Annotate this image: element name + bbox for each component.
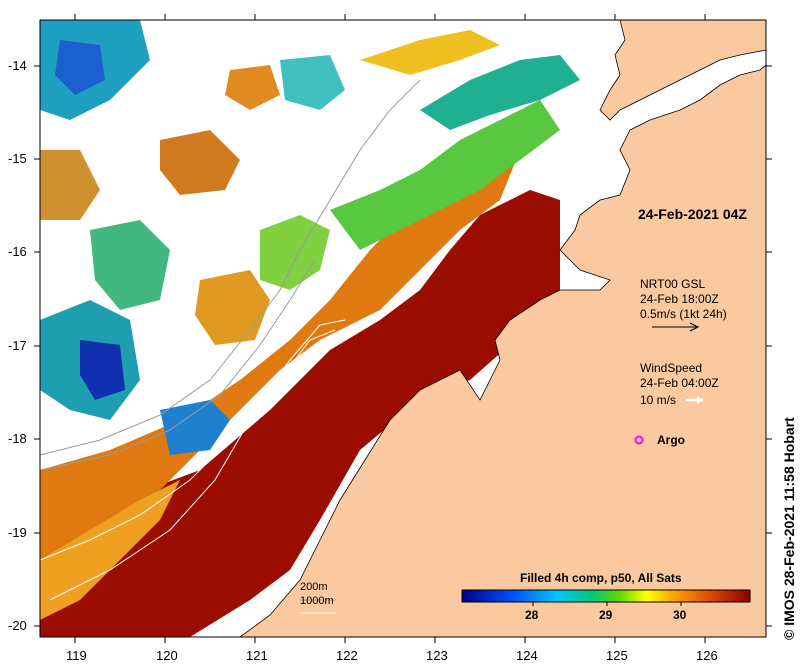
date-label: 24-Feb-2021 04Z — [638, 206, 747, 222]
y-tick-14: -14 — [8, 58, 27, 73]
colorbar-title: Filled 4h comp, p50, All Sats — [520, 571, 682, 585]
y-tick-16: -16 — [8, 244, 27, 259]
sst-field — [40, 20, 580, 637]
x-tick-123: 123 — [426, 648, 448, 663]
colorbar — [461, 589, 751, 603]
argo-label: Argo — [657, 433, 685, 447]
x-tick-124: 124 — [516, 648, 538, 663]
x-tick-121: 121 — [246, 648, 268, 663]
x-tick-126: 126 — [696, 648, 718, 663]
depth-legend-200m: 200m — [300, 581, 328, 593]
wind-legend-scale: 10 m/s — [640, 393, 677, 407]
x-tick-119: 119 — [66, 648, 87, 663]
y-tick-15: -15 — [8, 151, 27, 166]
x-tick-125: 125 — [606, 648, 628, 663]
y-tick-18: -18 — [8, 431, 27, 446]
y-tick-17: -17 — [8, 338, 27, 353]
current-legend-time: 24-Feb 18:00Z — [640, 292, 719, 306]
x-tick-120: 120 — [156, 648, 178, 663]
colorbar-tick-30: 30 — [673, 608, 687, 622]
wind-legend-title: WindSpeed — [640, 361, 703, 375]
current-legend-scale: 0.5m/s (1kt 24h) — [640, 307, 727, 321]
credit-label: © IMOS 28-Feb-2021 11:58 Hobart — [781, 417, 797, 640]
colorbar-tick-28: 28 — [525, 608, 539, 622]
argo-marker — [634, 435, 644, 445]
y-tick-19: -19 — [8, 525, 27, 540]
colorbar-tick-29: 29 — [599, 608, 613, 622]
current-legend-source: NRT00 GSL — [640, 277, 706, 291]
wind-legend-time: 24-Feb 04:00Z — [640, 376, 719, 390]
y-tick-20: -20 — [8, 618, 27, 633]
depth-legend-1000m: 1000m — [300, 595, 334, 607]
land-mass — [239, 20, 766, 637]
x-tick-122: 122 — [336, 648, 358, 663]
